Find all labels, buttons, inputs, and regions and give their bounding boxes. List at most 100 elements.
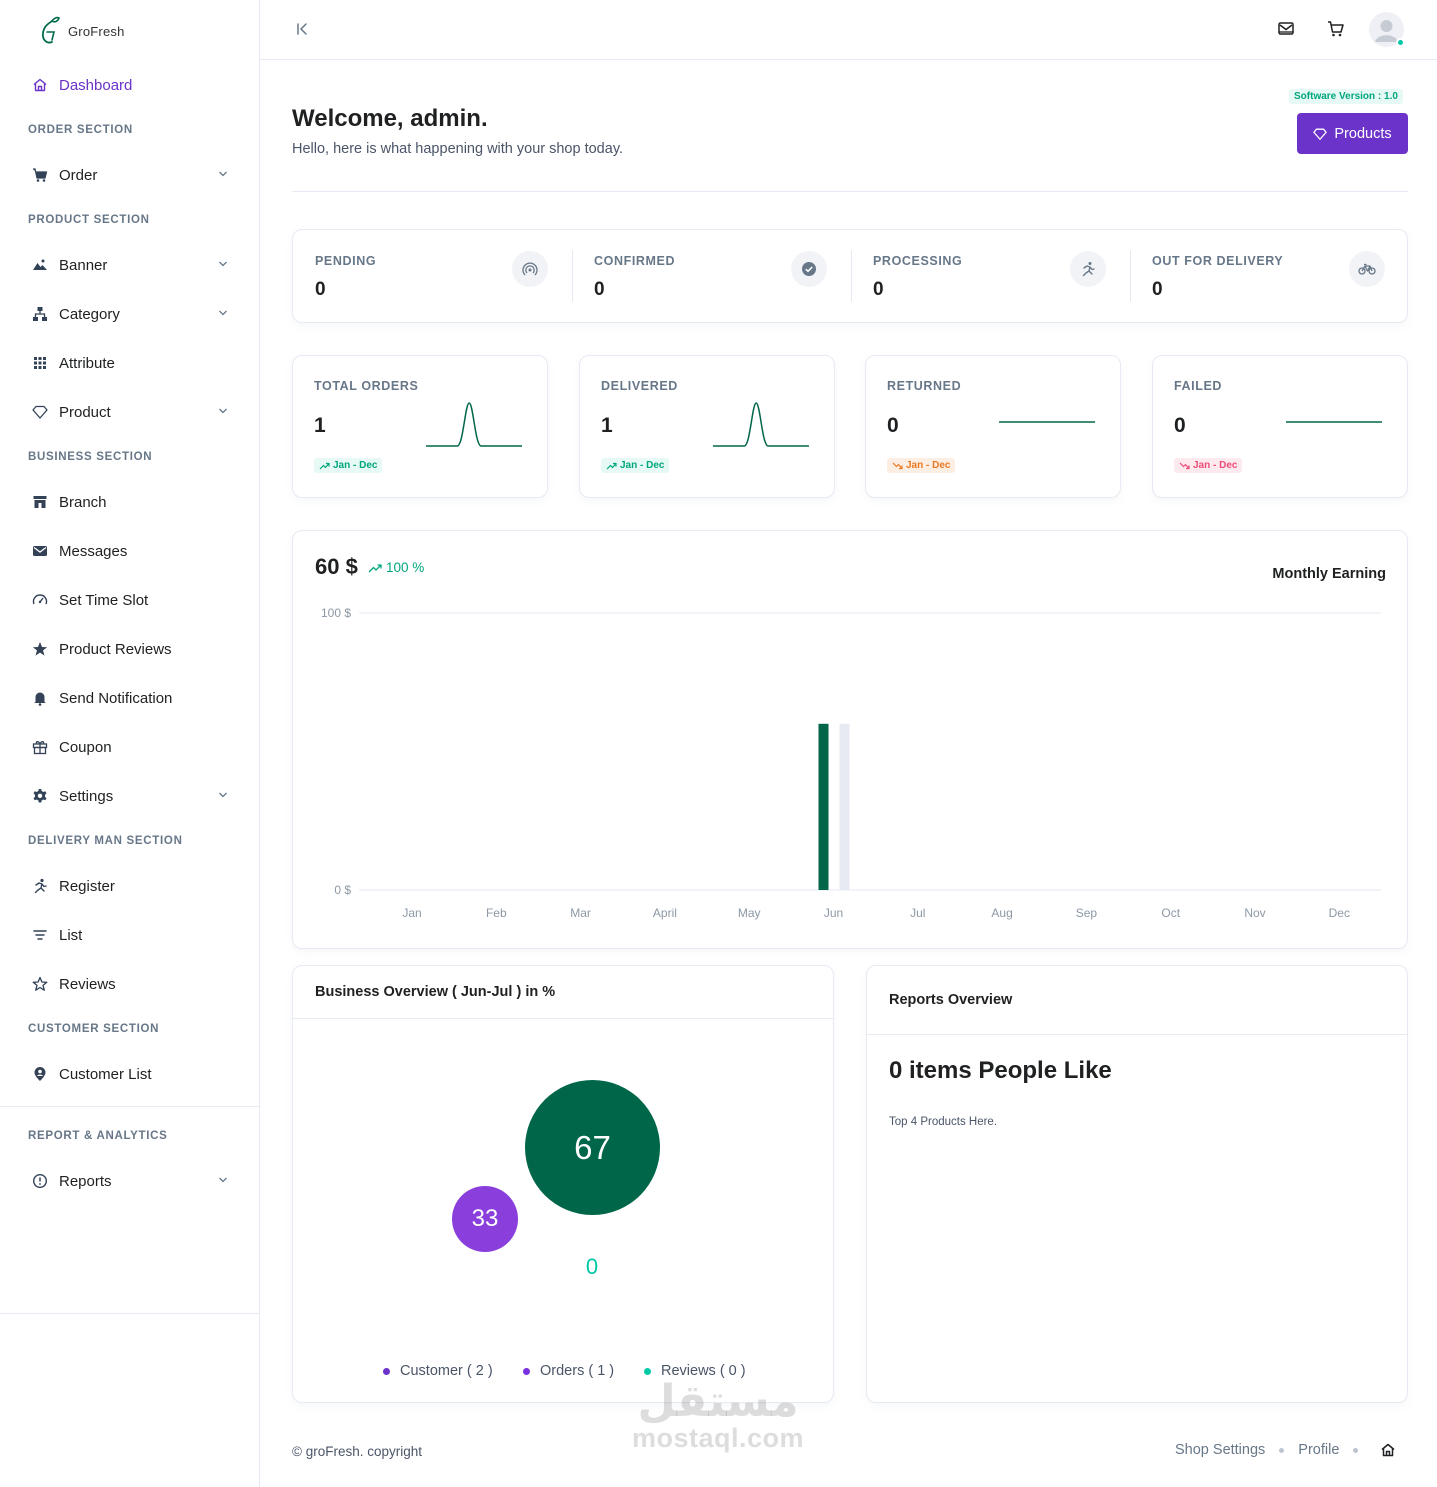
bubble-customer[interactable]: 67 xyxy=(525,1080,660,1215)
footer-copyright: © groFresh. copyright xyxy=(292,1444,422,1459)
legend-item-orders[interactable]: Orders ( 1 ) xyxy=(523,1363,614,1379)
sidebar-item-customer-list[interactable]: Customer List xyxy=(32,1062,232,1086)
sidebar-item-time-slot[interactable]: Set Time Slot xyxy=(32,588,232,612)
legend-item-reviews[interactable]: Reviews ( 0 ) xyxy=(644,1363,746,1379)
trend-down-icon xyxy=(892,462,903,469)
status-confirmed[interactable]: CONFIRMED 0 xyxy=(572,230,851,324)
bubble-reviews[interactable]: 0 xyxy=(585,1254,599,1279)
footer-separator xyxy=(1353,1447,1359,1453)
messages-icon[interactable] xyxy=(1276,19,1296,39)
sparkline-chart xyxy=(426,402,522,447)
status-label: PENDING xyxy=(315,254,377,268)
stat-value: 0 xyxy=(887,414,899,437)
status-divider xyxy=(851,250,852,302)
footer-link-shop-settings[interactable]: Shop Settings xyxy=(1175,1442,1266,1458)
reports-overview-title: Reports Overview xyxy=(889,992,1013,1008)
sidebar-item-dashboard[interactable]: Dashboard xyxy=(32,73,232,97)
footer-separator xyxy=(1279,1447,1285,1453)
trend-up-icon xyxy=(319,462,330,469)
chevron-down-icon xyxy=(219,1177,227,1183)
x-tick-label: April xyxy=(653,906,677,920)
stat-label: TOTAL ORDERS xyxy=(314,379,419,393)
trend-range: Jan - Dec xyxy=(906,460,951,471)
products-button[interactable]: Products xyxy=(1297,113,1408,154)
status-out-for-delivery[interactable]: OUT FOR DELIVERY 0 xyxy=(1130,230,1409,324)
sidebar-item-order[interactable]: Order xyxy=(32,163,232,187)
status-value: 0 xyxy=(594,279,605,300)
sidebar-item-messages[interactable]: Messages xyxy=(32,539,232,563)
sidebar-item-label: Customer List xyxy=(59,1065,152,1083)
speedometer-icon xyxy=(32,592,48,608)
stat-card-total-orders[interactable]: TOTAL ORDERS 1 Jan - Dec xyxy=(292,355,548,498)
trend-down-icon xyxy=(1179,462,1190,469)
stat-value: 0 xyxy=(1174,414,1186,437)
x-tick-label: Feb xyxy=(486,906,507,920)
sidebar-item-label: List xyxy=(59,926,83,944)
legend-item-customer[interactable]: Customer ( 2 ) xyxy=(383,1363,493,1379)
watermark-latin: mostaql.com xyxy=(631,1423,805,1453)
sparkline-path xyxy=(713,402,809,447)
stat-card-returned[interactable]: RETURNED 0 Jan - Dec xyxy=(865,355,1121,498)
sidebar-item-register[interactable]: Register xyxy=(32,874,232,898)
stat-card-delivered[interactable]: DELIVERED 1 Jan - Dec xyxy=(579,355,835,498)
sidebar-item-label: Coupon xyxy=(59,738,112,756)
section-title-customer: CUSTOMER SECTION xyxy=(28,1023,160,1035)
sidebar-item-branch[interactable]: Branch xyxy=(32,490,232,514)
legend-dot xyxy=(644,1367,651,1375)
running-icon xyxy=(1070,251,1106,287)
star-icon xyxy=(32,641,48,657)
sparkline-chart xyxy=(1286,421,1382,423)
chevron-down-icon xyxy=(219,310,227,316)
trend-range: Jan - Dec xyxy=(1193,460,1238,471)
y-tick-label: 100 $ xyxy=(321,606,351,620)
sidebar-item-label: Messages xyxy=(59,542,128,560)
sidebar-item-send-notification[interactable]: Send Notification xyxy=(32,686,232,710)
watermark: مستقل mostaql.com xyxy=(630,1380,806,1453)
cart-icon xyxy=(32,167,48,183)
collapse-sidebar-icon[interactable] xyxy=(294,21,310,37)
sidebar-item-product-reviews[interactable]: Product Reviews xyxy=(32,637,232,661)
footer-link-profile[interactable]: Profile xyxy=(1298,1442,1340,1458)
footer-links: Shop Settings Profile xyxy=(1175,1442,1396,1458)
status-processing[interactable]: PROCESSING 0 xyxy=(851,230,1130,324)
sidebar-item-label: Product Reviews xyxy=(59,640,172,658)
bar[interactable] xyxy=(818,723,829,890)
products-button-label: Products xyxy=(1334,125,1392,142)
sidebar: GroFresh Dashboard ORDER SECTION Order P… xyxy=(0,0,260,1487)
sidebar-item-category[interactable]: Category xyxy=(32,302,232,326)
info-circle-icon xyxy=(32,1173,48,1189)
sidebar-item-label: Branch xyxy=(59,493,107,511)
sidebar-item-label: Dashboard xyxy=(59,76,133,94)
reports-headline: 0 items People Like xyxy=(889,1057,1112,1084)
brand-logo[interactable]: GroFresh xyxy=(38,16,125,46)
check-circle-icon xyxy=(791,251,827,287)
sidebar-item-coupon[interactable]: Coupon xyxy=(32,735,232,759)
stat-label: RETURNED xyxy=(887,379,962,393)
status-pending[interactable]: PENDING 0 xyxy=(293,230,572,324)
chevron-down-icon xyxy=(219,261,227,267)
sidebar-item-settings[interactable]: Settings xyxy=(32,784,232,808)
sidebar-item-list[interactable]: List xyxy=(32,923,232,947)
bar[interactable] xyxy=(839,723,850,890)
home-icon[interactable] xyxy=(1380,1442,1396,1458)
stat-label: DELIVERED xyxy=(601,379,678,393)
status-divider xyxy=(1130,250,1131,302)
x-tick-label: Nov xyxy=(1244,906,1265,920)
sidebar-item-attribute[interactable]: Attribute xyxy=(32,351,232,375)
stat-card-failed[interactable]: FAILED 0 Jan - Dec xyxy=(1152,355,1408,498)
user-avatar[interactable] xyxy=(1369,12,1405,47)
sidebar-item-reports[interactable]: Reports xyxy=(32,1169,232,1193)
cart-icon[interactable] xyxy=(1326,19,1346,39)
y-tick-label: 0 $ xyxy=(334,883,351,897)
sidebar-item-product[interactable]: Product xyxy=(32,400,232,424)
sidebar-item-banner[interactable]: Banner xyxy=(32,253,232,277)
trend-badge: Jan - Dec xyxy=(601,458,670,473)
bubble-orders[interactable]: 33 xyxy=(452,1186,518,1252)
sidebar-item-reviews[interactable]: Reviews xyxy=(32,972,232,996)
business-overview-title: Business Overview ( Jun-Jul ) in % xyxy=(315,984,556,1000)
sidebar-item-label: Banner xyxy=(59,256,108,274)
category-tree-icon xyxy=(32,306,48,322)
software-version-badge: Software Version : 1.0 xyxy=(1289,89,1403,104)
stat-value: 1 xyxy=(601,414,613,437)
x-tick-label: Jul xyxy=(910,906,925,920)
